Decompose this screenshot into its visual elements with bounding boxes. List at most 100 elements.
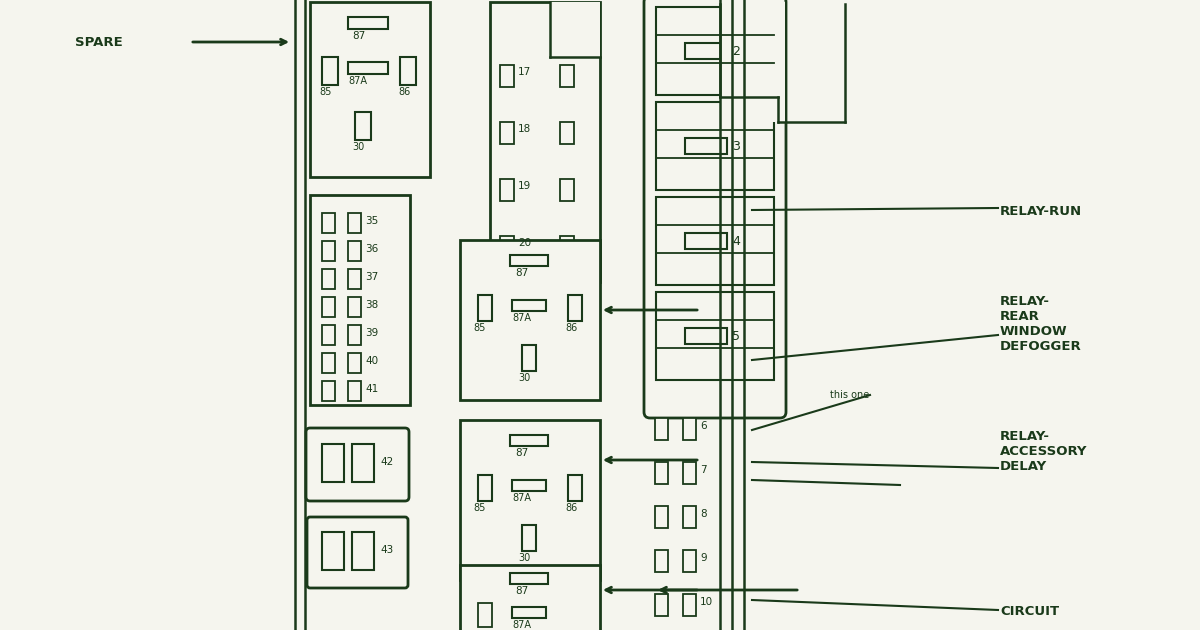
Bar [352,532,374,570]
Text: 87A: 87A [512,313,530,323]
Text: 17: 17 [518,67,532,77]
Bar [322,297,335,317]
Bar [322,241,335,261]
Text: 30: 30 [352,142,365,152]
Bar [683,418,696,440]
Text: 4: 4 [732,235,740,248]
Bar [478,475,492,501]
Bar [322,381,335,401]
Text: 41: 41 [365,384,378,394]
Text: 7: 7 [700,465,707,475]
Bar [656,292,774,380]
Text: 87A: 87A [512,620,530,630]
Bar [510,255,548,266]
Text: 86: 86 [565,323,577,333]
Text: 10: 10 [700,597,713,607]
Text: 6: 6 [700,421,707,431]
Text: 87A: 87A [512,493,530,503]
Bar [685,233,727,249]
Bar [348,62,388,74]
Text: 8: 8 [700,509,707,519]
Bar [655,506,668,528]
Bar [560,122,574,144]
Bar [310,2,430,177]
Bar [348,241,361,261]
Bar [550,2,600,57]
Bar [348,381,361,401]
Text: 39: 39 [365,328,378,338]
Bar [560,65,574,87]
Bar [510,573,548,584]
Bar [655,462,668,484]
Bar [656,7,774,95]
Text: RELAY-RUN: RELAY-RUN [1000,205,1082,218]
FancyBboxPatch shape [306,428,409,501]
Bar [322,325,335,345]
Bar [683,506,696,528]
Bar [775,2,785,122]
Text: 30: 30 [518,373,530,383]
Text: RELAY-
ACCESSORY
DELAY: RELAY- ACCESSORY DELAY [1000,430,1087,473]
Bar [322,532,344,570]
Bar [510,435,548,446]
FancyBboxPatch shape [644,0,786,418]
Bar [568,295,582,321]
Bar [500,65,514,87]
Bar [322,57,338,85]
Bar [685,138,727,154]
Bar [522,525,536,551]
Bar [655,418,668,440]
Bar [478,295,492,321]
Bar [500,236,514,258]
Text: 87: 87 [515,268,528,278]
Bar [512,300,546,311]
Bar [400,57,416,85]
Bar [348,297,361,317]
Text: this one: this one [830,390,869,400]
Bar [355,112,371,140]
Text: 43: 43 [380,545,394,555]
Bar [322,444,344,482]
Text: 18: 18 [518,124,532,134]
Text: 37: 37 [365,272,378,282]
Text: 36: 36 [365,244,378,254]
Bar [478,603,492,627]
Text: 35: 35 [365,216,378,226]
Text: 87A: 87A [348,76,367,86]
Text: 19: 19 [518,181,532,191]
Bar [500,179,514,201]
Text: 9: 9 [700,553,707,563]
Bar [348,353,361,373]
Bar [348,213,361,233]
Bar [460,420,600,580]
Bar [352,444,374,482]
Text: 87: 87 [352,31,365,41]
Bar [560,179,574,201]
Bar [512,480,546,491]
Bar [322,269,335,289]
Bar [685,43,727,59]
Bar [683,550,696,572]
Text: CIRCUIT: CIRCUIT [1000,605,1060,618]
Bar [348,17,388,29]
Text: 30: 30 [518,553,530,563]
Text: 85: 85 [473,503,485,513]
Text: SPARE: SPARE [74,35,122,49]
Text: 20: 20 [518,238,532,248]
Bar [560,236,574,258]
Text: 86: 86 [398,87,410,97]
Bar [720,2,785,122]
Bar [460,565,600,630]
Text: 5: 5 [732,330,740,343]
Text: 40: 40 [365,356,378,366]
Bar [568,475,582,501]
Bar [683,594,696,616]
Text: 2: 2 [732,45,740,58]
Text: 87: 87 [515,586,528,596]
Text: 85: 85 [473,323,485,333]
FancyBboxPatch shape [307,517,408,588]
Bar [322,213,335,233]
Bar [656,197,774,285]
Bar [460,240,600,400]
Text: 3: 3 [732,140,740,153]
